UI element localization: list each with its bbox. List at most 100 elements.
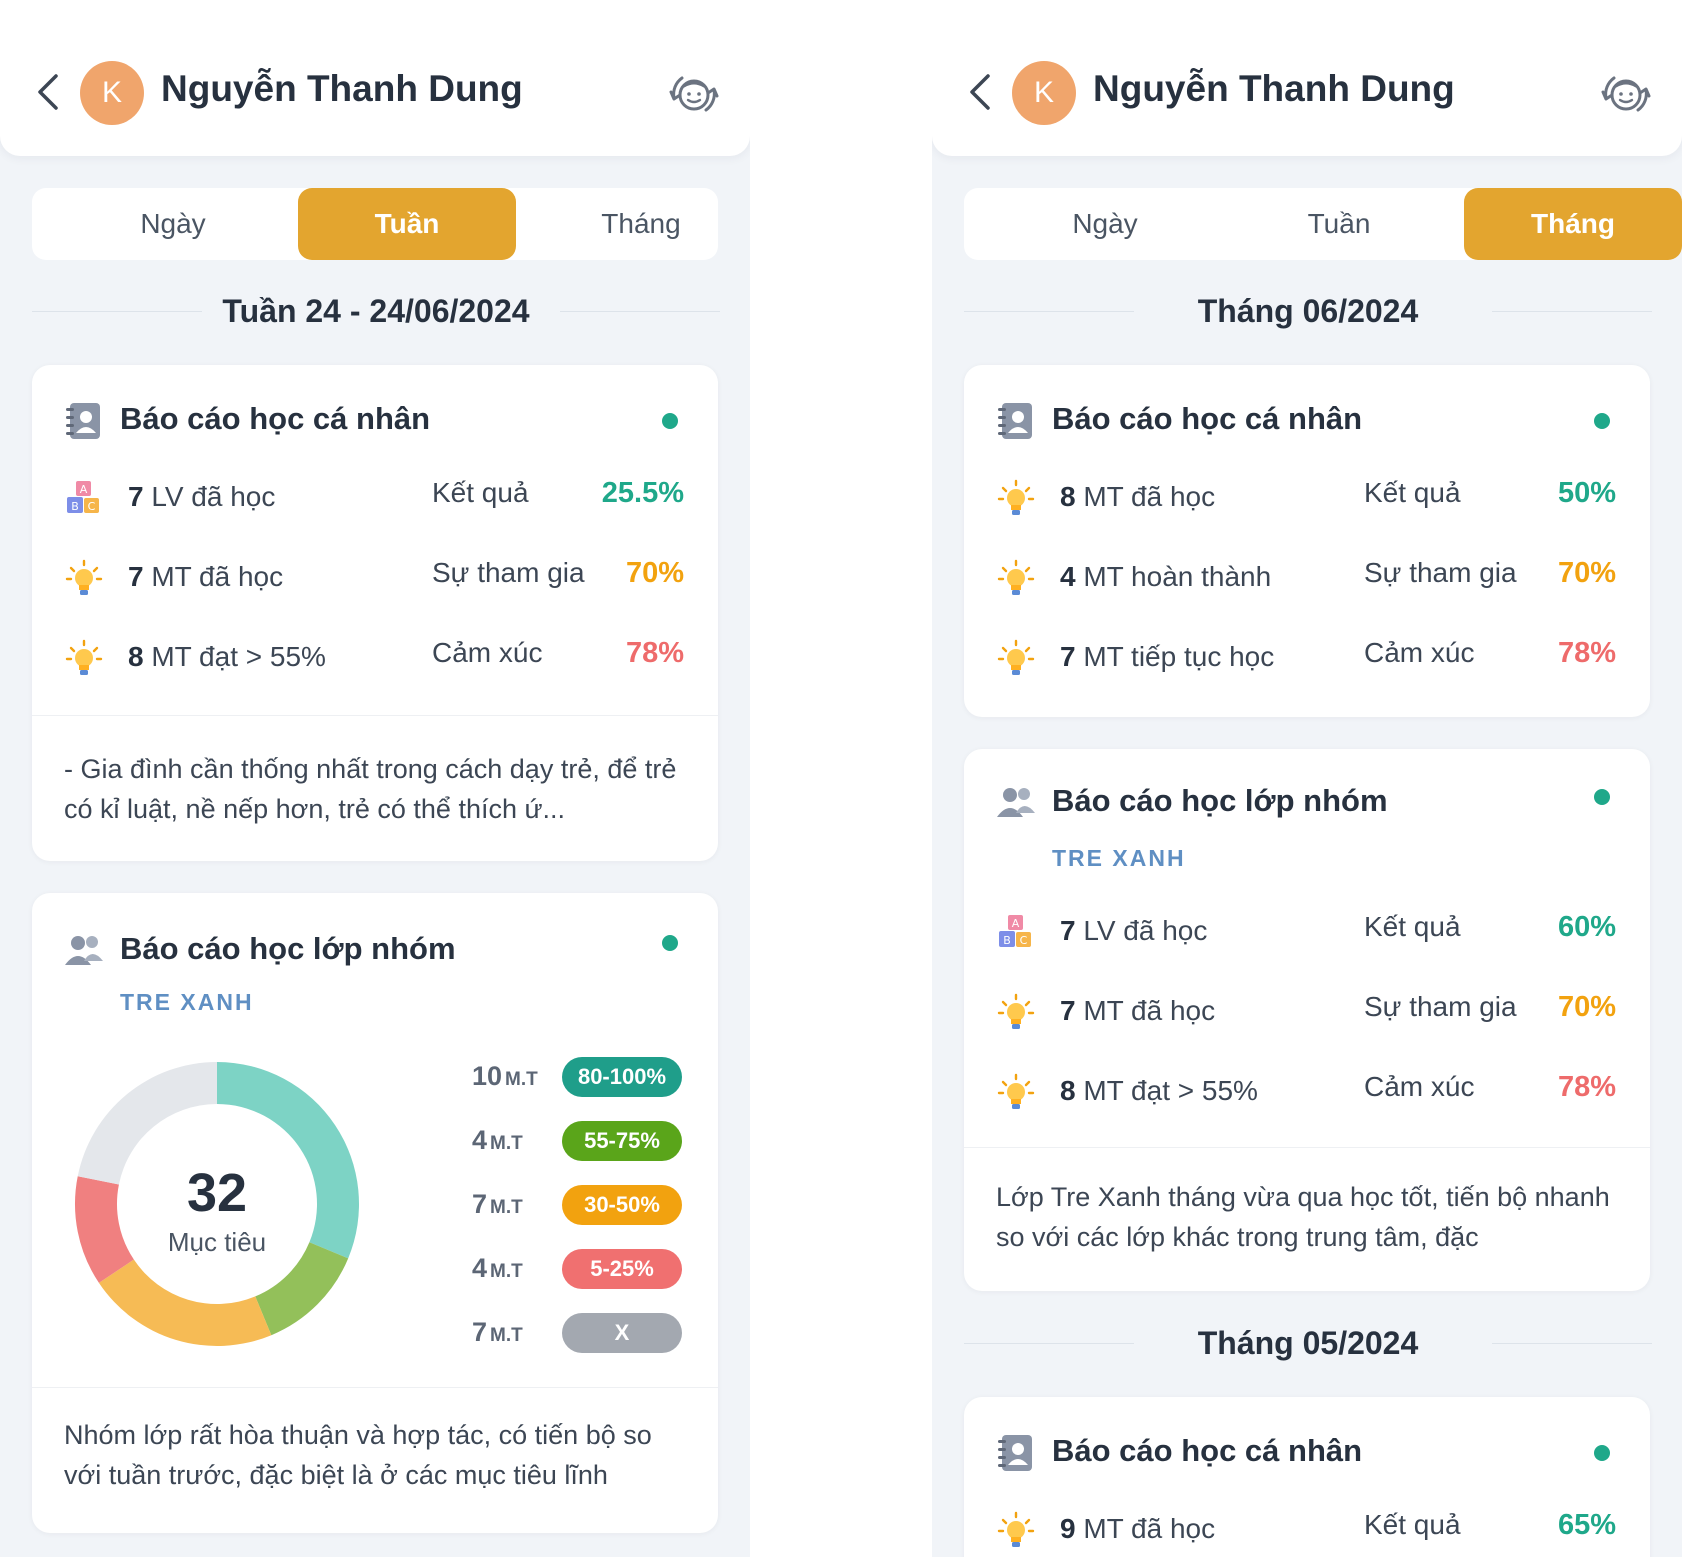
range-badge: X xyxy=(562,1313,682,1353)
week-report-screen: K Nguyễn Thanh Dung Ngày Tuần Tháng Tuần… xyxy=(0,0,750,1557)
stat-row: 8 MT đạt > 55% Cảm xúc 78% xyxy=(964,1069,1650,1119)
range-badge: 30-50% xyxy=(562,1185,682,1225)
personal-report-card[interactable]: Báo cáo học cá nhân 7 LV đã học Kết quả … xyxy=(32,365,718,861)
legend-row: 10 M.T 80-100% xyxy=(472,1055,692,1099)
lightbulb-icon xyxy=(996,1511,1036,1551)
metric-label: Cảm xúc xyxy=(1364,1071,1475,1102)
lightbulb-icon xyxy=(996,639,1036,679)
donut-segment xyxy=(98,1259,272,1346)
tab-day[interactable]: Ngày xyxy=(1072,208,1138,239)
metric-value: 65% xyxy=(1557,1509,1616,1541)
card-title: Báo cáo học lớp nhóm xyxy=(120,931,456,966)
period-heading: Tháng 06/2024 xyxy=(964,289,1652,333)
group-report-card[interactable]: Báo cáo học lớp nhóm TRE XANH 7 LV đã họ… xyxy=(964,749,1650,1291)
lightbulb-icon xyxy=(996,993,1036,1033)
status-dot xyxy=(662,935,678,951)
legend-row: 7 M.T X xyxy=(472,1311,692,1355)
period-label: Tháng 05/2024 xyxy=(1183,1325,1433,1361)
period-label: Tháng 06/2024 xyxy=(1183,293,1433,329)
metric-value: 78% xyxy=(625,637,684,669)
tab-week[interactable]: Tuần xyxy=(298,188,516,260)
metric-value: 70% xyxy=(1557,557,1616,589)
metric-label: Kết quả xyxy=(1364,477,1461,508)
lightbulb-icon xyxy=(996,559,1036,599)
lightbulb-icon xyxy=(64,559,104,599)
legend-row: 7 M.T 30-50% xyxy=(472,1183,692,1227)
group-name: TRE XANH xyxy=(1052,845,1186,871)
period-tabs: Ngày Tuần Tháng xyxy=(32,188,718,260)
goals-donut-chart: 32 Mục tiêu xyxy=(75,1062,359,1346)
stat-row: 8 MT đạt > 55% Cảm xúc 78% xyxy=(32,635,718,685)
metric-label: Sự tham gia xyxy=(1364,991,1517,1022)
personal-report-card[interactable]: Báo cáo học cá nhân 8 MT đã học Kết quả … xyxy=(964,365,1650,717)
period-heading: Tuần 24 - 24/06/2024 xyxy=(32,289,720,333)
notebook-icon xyxy=(996,401,1036,441)
stat-row: 4 MT hoàn thành Sự tham gia 70% xyxy=(964,555,1650,605)
card-title: Báo cáo học cá nhân xyxy=(120,401,431,436)
period-tabs: Ngày Tuần Tháng xyxy=(964,188,1682,260)
switch-child-icon[interactable] xyxy=(668,68,720,120)
period-heading: Tháng 05/2024 xyxy=(964,1321,1652,1365)
status-dot xyxy=(1594,1445,1610,1461)
notebook-icon xyxy=(996,1433,1036,1473)
people-icon xyxy=(996,783,1036,823)
back-icon[interactable] xyxy=(966,72,994,112)
group-report-card[interactable]: Báo cáo học lớp nhóm TRE XANH 32 Mục tiê… xyxy=(32,893,718,1533)
stat-row: 7 MT đã học Sự tham gia 70% xyxy=(964,989,1650,1039)
switch-child-icon[interactable] xyxy=(1600,68,1652,120)
metric-label: Kết quả xyxy=(1364,1509,1461,1540)
abc-blocks-icon xyxy=(996,913,1036,953)
group-name: TRE XANH xyxy=(120,989,254,1015)
metric-value: 70% xyxy=(1557,991,1616,1023)
user-name: Nguyễn Thanh Dung xyxy=(1093,68,1455,109)
tab-day[interactable]: Ngày xyxy=(140,208,206,239)
avatar[interactable]: K xyxy=(1012,61,1076,125)
donut-total: 32 xyxy=(187,1163,247,1223)
metric-label: Sự tham gia xyxy=(1364,557,1517,588)
lightbulb-icon xyxy=(996,1073,1036,1113)
card-title: Báo cáo học cá nhân xyxy=(1052,1433,1363,1468)
teacher-note: Nhóm lớp rất hòa thuận và hợp tác, có ti… xyxy=(64,1420,652,1490)
donut-segment xyxy=(77,1062,218,1185)
lightbulb-icon xyxy=(64,639,104,679)
tab-week[interactable]: Tuần xyxy=(1307,208,1371,239)
card-title: Báo cáo học lớp nhóm xyxy=(1052,783,1388,818)
status-dot xyxy=(1594,789,1610,805)
stat-row: 8 MT đã học Kết quả 50% xyxy=(964,475,1650,525)
legend-row: 4 M.T 55-75% xyxy=(472,1119,692,1163)
donut-segment xyxy=(255,1242,349,1336)
stat-row: 7 LV đã học Kết quả 60% xyxy=(964,909,1650,959)
back-icon[interactable] xyxy=(34,72,62,112)
abc-blocks-icon xyxy=(64,479,104,519)
personal-report-card[interactable]: Báo cáo học cá nhân 9 MT đã học Kết quả … xyxy=(964,1397,1650,1557)
donut-segment xyxy=(217,1062,359,1259)
month-report-screen: K Nguyễn Thanh Dung Ngày Tuần Tháng Thán… xyxy=(932,0,1682,1557)
people-icon xyxy=(64,931,104,971)
card-title: Báo cáo học cá nhân xyxy=(1052,401,1363,436)
stat-row: 9 MT đã học Kết quả 65% xyxy=(964,1507,1650,1557)
metric-label: Cảm xúc xyxy=(432,637,543,668)
metric-value: 50% xyxy=(1557,477,1616,509)
metric-value: 78% xyxy=(1557,637,1616,669)
metric-label: Kết quả xyxy=(1364,911,1461,942)
teacher-note: Lớp Tre Xanh tháng vừa qua học tốt, tiến… xyxy=(996,1182,1610,1252)
teacher-note: - Gia đình cần thống nhất trong cách dạy… xyxy=(64,754,677,824)
metric-value: 78% xyxy=(1557,1071,1616,1103)
app-header: K Nguyễn Thanh Dung xyxy=(932,0,1682,156)
donut-segment xyxy=(75,1176,134,1283)
range-badge: 55-75% xyxy=(562,1121,682,1161)
avatar[interactable]: K xyxy=(80,61,144,125)
lightbulb-icon xyxy=(996,479,1036,519)
metric-value: 70% xyxy=(625,557,684,589)
metric-value: 60% xyxy=(1557,911,1616,943)
app-header: K Nguyễn Thanh Dung xyxy=(0,0,750,156)
stat-row: 7 MT tiếp tục học Cảm xúc 78% xyxy=(964,635,1650,685)
tab-month[interactable]: Tháng xyxy=(1464,188,1682,260)
tab-month[interactable]: Tháng xyxy=(601,208,681,239)
notebook-icon xyxy=(64,401,104,441)
status-dot xyxy=(1594,413,1610,429)
donut-label: Mục tiêu xyxy=(168,1227,266,1257)
metric-label: Kết quả xyxy=(432,477,529,508)
period-label: Tuần 24 - 24/06/2024 xyxy=(208,293,544,329)
stat-row: 7 MT đã học Sự tham gia 70% xyxy=(32,555,718,605)
